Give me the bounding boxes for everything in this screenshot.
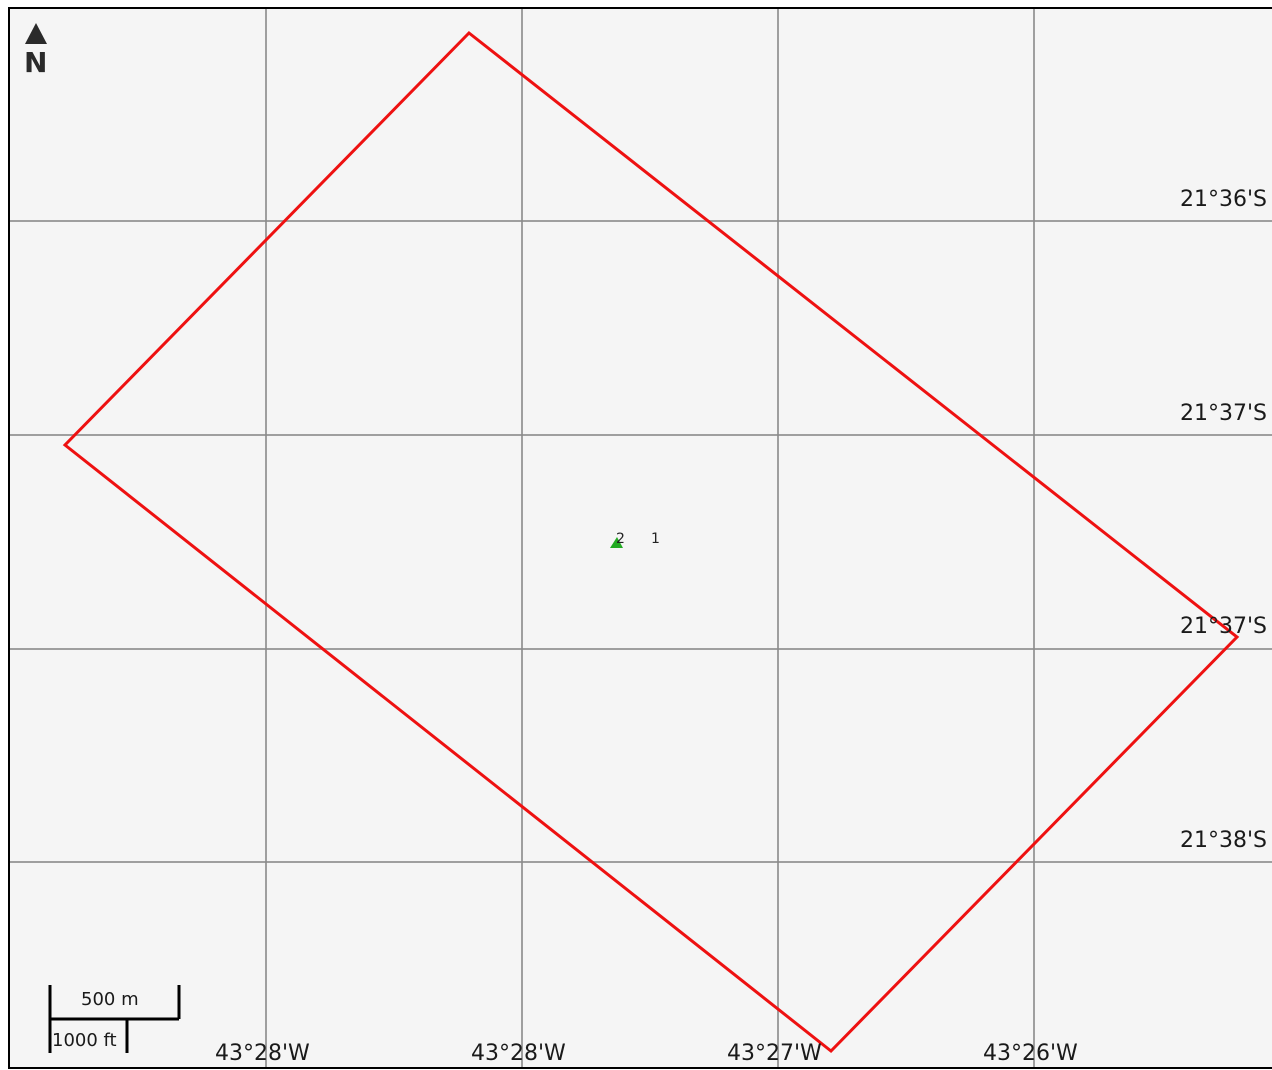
longitude-label: 43°27'W xyxy=(727,1041,822,1066)
marker-label-1: 1 xyxy=(651,531,660,547)
map-svg: 2 1 21°36'S 21°37'S 21°37'S 21°38'S 43°2… xyxy=(10,9,1272,1067)
map-canvas[interactable]: 2 1 21°36'S 21°37'S 21°37'S 21°38'S 43°2… xyxy=(8,7,1272,1069)
scale-bar xyxy=(48,985,181,1053)
latitude-label: 21°38'S xyxy=(1180,828,1267,853)
north-label: N xyxy=(24,46,47,79)
longitude-label: 43°28'W xyxy=(471,1041,566,1066)
latitude-label: 21°36'S xyxy=(1180,187,1267,212)
longitude-label: 43°26'W xyxy=(983,1041,1078,1066)
north-arrow-icon: N xyxy=(24,23,47,79)
latitude-grid xyxy=(10,220,1272,863)
triangle-marker-icon[interactable] xyxy=(610,537,623,548)
longitude-grid xyxy=(265,9,1035,1067)
latitude-label: 21°37'S xyxy=(1180,614,1267,639)
map-background xyxy=(10,9,1272,1067)
marker-label-2: 2 xyxy=(616,531,625,547)
scale-metric-label: 500 m xyxy=(81,989,139,1010)
boundary-polygon[interactable] xyxy=(62,30,1240,1054)
scale-imperial-label: 1000 ft xyxy=(52,1030,117,1051)
latitude-label: 21°37'S xyxy=(1180,401,1267,426)
longitude-label: 43°28'W xyxy=(215,1041,310,1066)
